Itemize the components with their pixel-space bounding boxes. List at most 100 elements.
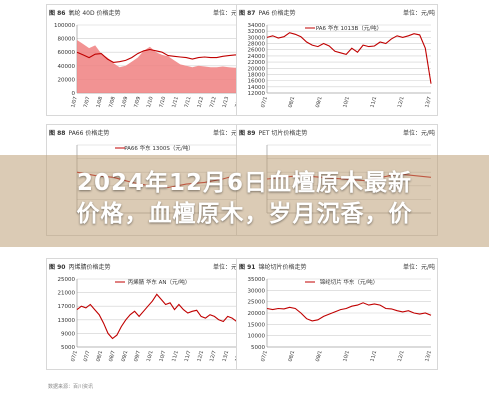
x-tick-label: 13/7 [424,96,433,108]
x-tick-label: 09/7 [133,350,142,362]
x-tick-label: 12/7 [209,350,218,362]
x-tick-label: 07/1 [70,350,79,362]
y-tick-label: 10000 [248,334,266,340]
figure-number: 图 91 [239,263,256,271]
y-tick-label: 60000 [58,50,76,56]
figure-number: 图 86 [49,9,66,17]
x-tick-label: 08/7 [108,350,117,362]
x-tick-label: 11/1 [370,96,379,108]
y-tick-label: 30000 [248,288,266,294]
x-tick-label: 1/07 [70,96,79,108]
figure-number: 图 88 [49,129,66,137]
unit-label: 单位：元/吨 [402,129,435,137]
x-tick-label: 1/09 [121,96,130,108]
y-tick-label: 16000 [248,79,266,85]
source-note: 数据来源：百川资讯 [48,384,94,390]
x-tick-label: 11/1 [370,350,379,362]
series-line [266,302,432,322]
headline-overlay: 2024年12月6日血檀原木最新 价格，血檀原木，岁月沉香，价 [0,168,489,230]
x-tick-label: 10/7 [159,350,168,362]
y-tick-label: 25000 [248,300,266,306]
y-tick-label: 21000 [58,291,76,297]
y-tick-label: 20000 [58,77,76,83]
x-tick-label: 08/1 [288,96,297,108]
x-tick-label: 12/1 [397,96,406,108]
chart-title: 氧纶 40D 价格走势 [68,9,121,17]
chart-panel-86: 图 86 氧纶 40D 价格走势 单位：元/吨 100000 80000 60000… [46,4,248,116]
y-tick-label: 5000 [251,345,265,351]
series-line [266,32,432,84]
y-tick-label: 30000 [248,35,266,41]
chart-svg-86: 100000 80000 60000 40000 20000 01/07 7/07 1/08 7… [54,23,243,108]
y-tick-label: 32000 [248,29,266,35]
y-tick-label: 0 [72,91,76,97]
y-tick-label: 20000 [248,66,266,72]
x-tick-label: 7/10 [159,96,168,108]
x-tick-label: 08/1 [288,350,297,362]
unit-label: 单位：元/吨 [212,263,245,271]
y-tick-label: 12000 [248,91,266,97]
legend-label: PA6 华东 1013B（元/吨） [316,24,382,32]
headline-line-2: 价格，血檀原木，岁月沉香，价 [76,201,413,227]
chart-title: 锦纶切片价格走势 [258,263,307,271]
headline-line-1: 2024年12月6日血檀原木最新 [76,170,413,196]
x-tick-label: 11/7 [184,350,193,362]
x-tick-label: 10/1 [146,350,155,362]
x-tick-label: 07/7 [83,350,92,362]
x-tick-label: 7/11 [184,96,193,108]
panel-header: 图 88 PA66 价格走势 单位：元/吨 [47,125,247,139]
x-tick-label: 11/1 [171,350,180,362]
panel-header: 图 87 PA6 价格走势 单位：元/吨 [237,5,437,19]
y-tick-label: 40000 [58,64,76,70]
headline-band [0,155,489,247]
y-tick-label: 18000 [248,72,266,78]
chart-panel-90: 图 90 丙烯腈价格走势 单位：元/吨 25000 21000 17000 13000… [46,258,248,370]
series-area [77,40,241,93]
panel-header: 图 90 丙烯腈价格走势 单位：元/吨 [47,259,247,273]
panel-header: 图 91 锦纶切片价格走势 单位：元/吨 [237,259,437,273]
y-tick-label: 15000 [248,322,266,328]
legend-label: 丙烯腈 华东 AN（元/吨） [128,278,191,286]
x-tick-label: 1/12 [196,96,205,108]
chart-title: PET 切片价格走势 [258,129,308,137]
chart-svg-87: 3400032000300002800026000240002200020000… [248,23,433,108]
y-tick-label: 17000 [58,304,76,310]
panel-header: 图 86 氧纶 40D 价格走势 单位：元/吨 [47,5,247,19]
y-tick-label: 80000 [58,37,76,43]
x-tick-label: 1/10 [146,96,155,108]
x-tick-label: 12/1 [397,350,406,362]
legend-label: PA66 华东 1300S（元/吨） [124,144,194,152]
y-tick-label: 22000 [248,60,266,66]
unit-label: 单位：元/吨 [212,9,245,17]
x-tick-label: 10/1 [342,96,351,108]
unit-label: 单位：元/吨 [212,129,245,137]
x-tick-label: 07/1 [260,96,269,108]
x-tick-label: 7/09 [133,96,142,108]
x-tick-label: 7/12 [209,96,218,108]
x-tick-label: 13/1 [222,350,231,362]
series-line [76,293,242,340]
y-tick-label: 9000 [61,331,75,337]
y-tick-label: 24000 [248,54,266,60]
x-tick-label: 7/08 [108,96,117,108]
chart-title: 丙烯腈价格走势 [68,263,111,271]
x-tick-label: 12/1 [196,350,205,362]
x-tick-label: 13/1 [424,350,433,362]
unit-label: 单位：元/吨 [402,9,435,17]
x-tick-label: 7/07 [83,96,92,108]
x-tick-label: 07/1 [260,350,269,362]
x-tick-label: 09/1 [121,350,130,362]
x-tick-label: 09/1 [315,350,324,362]
figure-number: 图 90 [49,263,66,271]
x-tick-label: 09/1 [315,96,324,108]
y-tick-label: 35000 [248,277,266,283]
y-tick-label: 25000 [58,277,76,283]
chart-panel-91: 图 91 锦纶切片价格走势 单位：元/吨 35000 30000 25000 2000… [236,258,438,370]
y-tick-label: 13000 [58,318,76,324]
x-tick-label: 10/1 [342,350,351,362]
x-tick-label: 08/1 [95,350,104,362]
y-tick-label: 14000 [248,85,266,91]
